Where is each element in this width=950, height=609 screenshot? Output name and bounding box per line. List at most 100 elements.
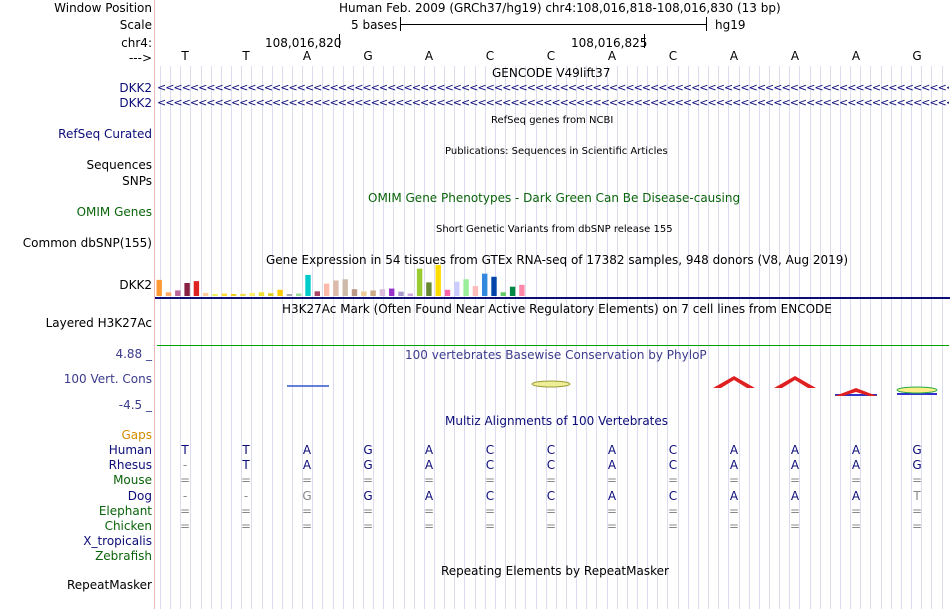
grid-line	[739, 66, 740, 609]
scale-db: hg19	[715, 18, 746, 32]
gtex-tissue-bar[interactable]	[268, 293, 274, 296]
omim-track-title[interactable]: OMIM Gene Phenotypes - Dark Green Can Be…	[368, 191, 741, 205]
gtex-tissue-bar[interactable]	[184, 282, 190, 296]
gencode-row-label-1[interactable]: DKK2	[119, 81, 152, 95]
refseq-label[interactable]: RefSeq Curated	[58, 127, 152, 141]
gtex-track-title[interactable]: Gene Expression in 54 tissues from GTEx …	[266, 253, 849, 267]
phylop-negative-bar[interactable]	[897, 393, 937, 395]
gtex-tissue-bar[interactable]	[379, 289, 386, 296]
dbsnp-track-title[interactable]: Short Genetic Variants from dbSNP releas…	[436, 224, 673, 235]
aligned-base: =	[484, 504, 496, 518]
gtex-tissue-bar[interactable]	[398, 291, 404, 296]
gtex-tissue-bar[interactable]	[240, 293, 246, 296]
species-label[interactable]: Chicken	[104, 519, 152, 533]
gtex-tissue-bar[interactable]	[221, 293, 227, 296]
gtex-tissue-bar[interactable]	[435, 265, 441, 296]
aligned-base: =	[789, 504, 801, 518]
gencode-row-label-2[interactable]: DKK2	[119, 96, 152, 110]
grid-line	[211, 66, 212, 609]
snps-label[interactable]: SNPs	[122, 174, 152, 188]
grid-line	[637, 66, 638, 609]
grid-line	[515, 66, 516, 609]
species-label[interactable]: X_tropicalis	[83, 534, 152, 548]
species-label[interactable]: Elephant	[98, 504, 152, 518]
gtex-gene-line	[155, 297, 950, 299]
gtex-tissue-bar[interactable]	[416, 268, 423, 296]
phylop-negative-bar[interactable]	[835, 394, 877, 396]
phylop-base-glyph[interactable]	[835, 388, 877, 396]
phylop-base-glyph[interactable]	[531, 380, 571, 388]
gtex-tissue-bar[interactable]	[249, 292, 255, 296]
gtex-tissue-bar[interactable]	[305, 274, 311, 296]
grid-line	[505, 66, 506, 609]
gtex-tissue-bar[interactable]	[193, 281, 200, 296]
species-label[interactable]: Human	[108, 443, 152, 457]
gtex-tissue-bar[interactable]	[407, 293, 413, 296]
gtex-tissue-bar[interactable]	[426, 282, 432, 296]
omim-label[interactable]: OMIM Genes	[76, 205, 152, 219]
gtex-tissue-bar[interactable]	[277, 289, 283, 296]
grid-line	[627, 66, 628, 609]
gtex-tissue-bar[interactable]	[370, 290, 376, 296]
rmsk-track-title[interactable]: Repeating Elements by RepeatMasker	[441, 564, 669, 578]
gtex-tissue-bar[interactable]	[165, 292, 172, 296]
pubs-track-title[interactable]: Publications: Sequences in Scientific Ar…	[445, 146, 668, 157]
refseq-track-title[interactable]: RefSeq genes from NCBI	[491, 115, 614, 126]
phylop-label[interactable]: 100 Vert. Cons	[63, 372, 152, 386]
grid-line	[728, 66, 729, 609]
gencode-track-title[interactable]: GENCODE V49lift37	[492, 66, 611, 80]
gtex-tissue-bar[interactable]	[296, 293, 302, 296]
gtex-tissue-bar[interactable]	[314, 291, 320, 296]
gtex-tissue-bar[interactable]	[472, 286, 479, 296]
phylop-base-glyph[interactable]	[896, 386, 938, 394]
gtex-tissue-bar[interactable]	[491, 276, 497, 296]
phylop-plot[interactable]	[0, 372, 950, 412]
reference-base: T	[242, 49, 250, 63]
gtex-tissue-bar[interactable]	[444, 289, 451, 296]
phylop-track-title[interactable]: 100 vertebrates Basewise Conservation by…	[405, 348, 707, 362]
phylop-base-glyph[interactable]	[713, 376, 755, 388]
grid-line	[596, 66, 597, 609]
gtex-tissue-bar[interactable]	[230, 294, 237, 296]
gtex-tissue-bar[interactable]	[389, 288, 395, 296]
h3k27ac-track-title[interactable]: H3K27Ac Mark (Often Found Near Active Re…	[282, 302, 832, 316]
rmsk-label[interactable]: RepeatMasker	[66, 578, 152, 592]
gtex-tissue-bar[interactable]	[156, 279, 162, 296]
gencode-gene-track-1[interactable]: <<<<<<<<<<<<<<<<<<<<<<<<<<<<<<<<<<<<<<<<…	[157, 82, 949, 94]
aligned-base: =	[362, 473, 374, 487]
gtex-tissue-bar[interactable]	[203, 292, 209, 296]
gtex-tissue-bar[interactable]	[509, 286, 516, 296]
gtex-tissue-bar[interactable]	[351, 289, 358, 296]
dbsnp-label[interactable]: Common dbSNP(155)	[22, 236, 152, 250]
aligned-base: =	[728, 519, 740, 533]
gtex-tissue-bar[interactable]	[482, 273, 488, 296]
gtex-gene-label[interactable]: DKK2	[119, 278, 152, 292]
gtex-tissue-bar[interactable]	[342, 279, 348, 296]
gtex-tissue-bar[interactable]	[175, 290, 181, 296]
gencode-gene-track-2[interactable]: <<<<<<<<<<<<<<<<<<<<<<<<<<<<<<<<<<<<<<<<…	[157, 97, 949, 109]
gtex-tissue-bar[interactable]	[519, 284, 525, 296]
species-label[interactable]: Rhesus	[108, 458, 152, 472]
aligned-base: =	[667, 504, 679, 518]
phylop-base-glyph[interactable]	[774, 376, 816, 388]
grid-line	[779, 66, 780, 609]
species-label[interactable]: Mouse	[113, 473, 152, 487]
pubs-label[interactable]: Sequences	[86, 158, 152, 172]
gtex-bar-chart[interactable]	[0, 262, 950, 302]
reference-base: A	[424, 49, 434, 63]
gtex-tissue-bar[interactable]	[361, 291, 367, 296]
gtex-tissue-bar[interactable]	[500, 292, 506, 296]
multiz-track-title[interactable]: Multiz Alignments of 100 Vertebrates	[445, 414, 669, 428]
assembly-position-text[interactable]: Human Feb. 2009 (GRCh37/hg19) chr4:108,0…	[339, 1, 781, 15]
gtex-tissue-bar[interactable]	[463, 279, 469, 296]
gtex-tissue-bar[interactable]	[333, 280, 339, 297]
gtex-tissue-bar[interactable]	[454, 281, 460, 296]
gtex-tissue-bar[interactable]	[212, 294, 218, 296]
h3k27ac-label[interactable]: Layered H3K27Ac	[45, 316, 152, 330]
gtex-tissue-bar[interactable]	[258, 292, 265, 296]
gtex-tissue-bar[interactable]	[323, 283, 330, 296]
species-label[interactable]: Zebrafish	[95, 549, 152, 563]
gtex-tissue-bar[interactable]	[286, 294, 293, 296]
species-label[interactable]: Dog	[127, 489, 152, 503]
aligned-base: G	[912, 458, 922, 472]
